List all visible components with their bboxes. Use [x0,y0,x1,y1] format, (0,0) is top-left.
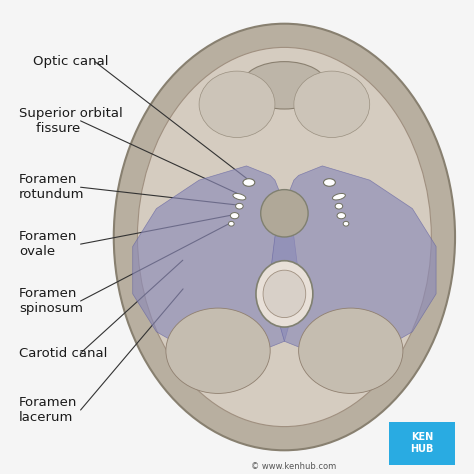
Ellipse shape [256,261,313,327]
Ellipse shape [230,212,239,219]
Ellipse shape [261,190,308,237]
Ellipse shape [299,308,403,393]
FancyBboxPatch shape [389,422,455,465]
Text: Foramen
lacerum: Foramen lacerum [19,396,77,424]
Text: Superior orbital
    fissure: Superior orbital fissure [19,107,123,135]
Ellipse shape [137,47,431,427]
Ellipse shape [228,221,234,226]
Ellipse shape [294,71,370,137]
Ellipse shape [343,221,349,226]
Polygon shape [270,166,436,360]
Text: Foramen
ovale: Foramen ovale [19,230,77,258]
Ellipse shape [263,270,306,318]
Ellipse shape [332,193,346,200]
Text: Optic canal: Optic canal [33,55,109,68]
Ellipse shape [337,212,346,219]
Ellipse shape [243,179,255,186]
Ellipse shape [233,193,246,200]
Polygon shape [133,166,299,360]
Text: © www.kenhub.com: © www.kenhub.com [251,463,337,471]
Ellipse shape [335,203,343,209]
Ellipse shape [199,71,275,137]
Text: Foramen
rotundum: Foramen rotundum [19,173,84,201]
Ellipse shape [166,308,270,393]
Ellipse shape [242,62,327,109]
Ellipse shape [114,24,455,450]
Text: Carotid canal: Carotid canal [19,346,107,360]
Text: Foramen
spinosum: Foramen spinosum [19,287,83,315]
Ellipse shape [323,179,335,186]
Text: KEN
HUB: KEN HUB [410,432,434,454]
Ellipse shape [236,203,243,209]
